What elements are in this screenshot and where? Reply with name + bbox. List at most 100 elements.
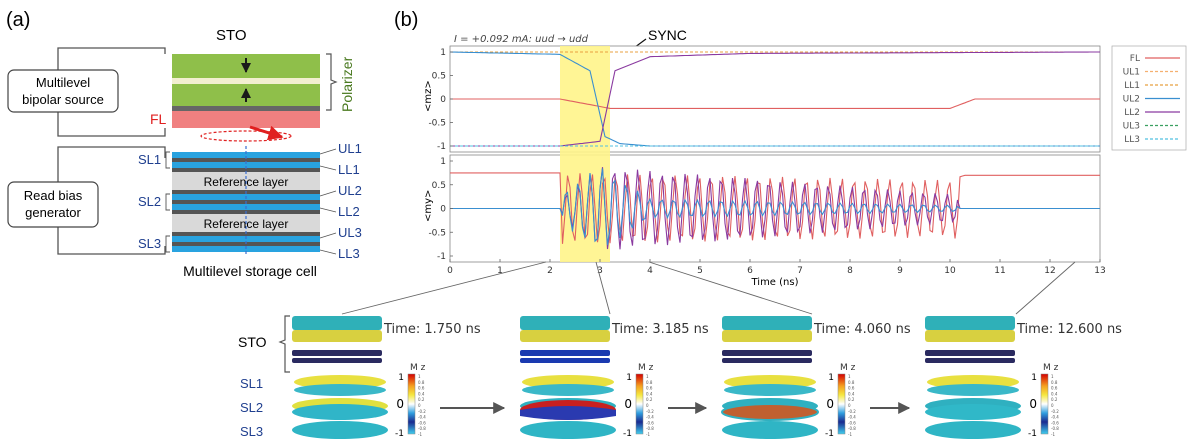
colorbar-tick-label: -1: [1051, 432, 1055, 437]
colorbar-tick-label: 1: [1051, 374, 1054, 379]
top-y-tick-label: 1: [440, 48, 446, 58]
colorbar-tick-label: 0.4: [418, 391, 425, 396]
strip-sl-label-2: SL2: [240, 400, 263, 415]
x-tick-label: 6: [747, 266, 753, 276]
sto-mid-layer: [520, 330, 610, 342]
colorbar-tick-label: -0.4: [1051, 415, 1059, 420]
legend-label-ll3: LL3: [1124, 135, 1140, 145]
colorbar-tick-label: 1: [418, 374, 421, 379]
sto-thin-layer: [722, 350, 812, 356]
colorbar-tick-label: -0.6: [1051, 420, 1059, 425]
legend-label-ul3: UL3: [1123, 122, 1140, 132]
sl3-disk: [925, 421, 1021, 439]
colorbar-tick-label: -0.2: [848, 409, 856, 414]
bottom-y-tick-label: 0: [440, 205, 446, 215]
sl-label-3: SL3: [138, 236, 161, 251]
sto-mid-layer: [292, 330, 382, 342]
panel-a-label: (a): [6, 9, 30, 31]
snapshot-1: Time: 1.750 nsM z10-110.80.60.40.20-0.2-…: [292, 316, 506, 439]
x-tick-label: 4: [647, 266, 653, 276]
x-tick-label: 8: [847, 266, 853, 276]
x-tick-label: 5: [697, 266, 703, 276]
colorbar-min-label: -1: [623, 429, 632, 439]
colorbar-max-label: 1: [626, 373, 632, 383]
sto-thin-layer: [520, 350, 610, 356]
colorbar: [837, 373, 846, 435]
colorbar-mid-label: 0: [624, 397, 632, 411]
colorbar-min-label: -1: [395, 429, 404, 439]
colorbar-tick-label: -1: [848, 432, 852, 437]
bottom-y-tick-label: 0.5: [432, 181, 446, 191]
colorbar-tick-label: 1: [848, 374, 851, 379]
colorbar-tick-label: -0.2: [418, 409, 426, 414]
panel-b-label: (b): [394, 9, 418, 31]
colorbar-tick-label: -0.4: [418, 415, 426, 420]
x-axis-label: Time (ns): [750, 277, 798, 288]
snapshot-time-label: Time: 12.600 ns: [1016, 322, 1122, 337]
barrier-layer: [172, 106, 320, 111]
colorbar-title: M z: [410, 363, 426, 373]
polarizer-label: Polarizer: [339, 56, 355, 112]
sto-thin-layer-2: [925, 358, 1015, 363]
sl3-disk: [520, 421, 616, 439]
fl-label: FL: [150, 111, 167, 127]
colorbar-tick-label: 0: [418, 403, 421, 408]
plot-title: I = +0.092 mA: uud → udd: [454, 34, 589, 45]
sto-thin-layer-2: [722, 358, 812, 363]
colorbar-tick-label: 0.6: [646, 386, 653, 391]
colorbar: [1040, 373, 1049, 435]
x-tick-label: 13: [1094, 266, 1105, 276]
layer-label-ll3: LL3: [338, 246, 360, 261]
reference-layer-label-1: Reference layer: [204, 175, 289, 189]
colorbar: [407, 373, 416, 435]
spacer-layer: [172, 78, 320, 84]
panel-a: (a) STO Multilevel bipolar source Polari…: [6, 9, 362, 279]
sto-top-layer: [292, 316, 382, 330]
colorbar-tick-label: -0.2: [1051, 409, 1059, 414]
colorbar-tick-label: 0.6: [1051, 386, 1058, 391]
read-bias-box: [7, 181, 99, 228]
bottom-plot-series: [450, 167, 1100, 250]
snapshot-4: Time: 12.600 nsM z10-110.80.60.40.20-0.2…: [925, 316, 1122, 439]
polarizer-brace: [326, 53, 338, 111]
colorbar-mid-label: 0: [396, 397, 404, 411]
colorbar-tick-label: 0.4: [848, 391, 855, 396]
sl3-disk: [722, 421, 818, 439]
colorbar-tick-label: 0.6: [418, 386, 425, 391]
snapshot-strip: STO SL1 SL2 SL3 Time: 1.750 nsM z10-110.…: [238, 315, 1122, 439]
snapshot-time-label: Time: 3.185 ns: [611, 322, 709, 337]
sl1-disk: [294, 384, 386, 396]
sl1-disk: [522, 384, 614, 396]
sto-top-layer: [722, 316, 812, 330]
x-tick-label: 0: [447, 266, 453, 276]
colorbar-tick-label: 1: [646, 374, 649, 379]
sl-label-1: SL1: [138, 152, 161, 167]
colorbar-tick-label: -0.6: [848, 420, 856, 425]
top-plot-series: [449, 51, 1100, 147]
top-y-tick-label: -1: [437, 142, 446, 152]
read-label-line2: generator: [25, 205, 81, 220]
sto-brace: [278, 315, 290, 373]
colorbar-tick-label: -0.8: [646, 426, 654, 431]
sl2-disk-blue: [520, 406, 616, 420]
x-tick-label: 7: [797, 266, 803, 276]
source-label-line2: bipolar source: [22, 92, 104, 107]
snapshot-time-label: Time: 4.060 ns: [813, 322, 911, 337]
snapshot-3: Time: 4.060 nsM z10-110.80.60.40.20-0.2-…: [721, 316, 911, 439]
legend-label-fl: FL: [1130, 54, 1140, 64]
colorbar-title: M z: [1043, 363, 1059, 373]
series-line-fl: [450, 172, 1100, 244]
cell-caption: Multilevel storage cell: [183, 263, 317, 279]
sto-thin-layer: [292, 350, 382, 356]
source-wire: [57, 47, 166, 137]
top-y-tick-label: 0: [440, 95, 446, 105]
layer-label-ul3: UL3: [338, 225, 362, 240]
x-tick-label: 3: [597, 266, 603, 276]
read-wire: [57, 146, 166, 255]
sl1-disk: [927, 384, 1019, 396]
series-line-ll2: [450, 51, 1100, 147]
sto-thin-layer: [925, 350, 1015, 356]
